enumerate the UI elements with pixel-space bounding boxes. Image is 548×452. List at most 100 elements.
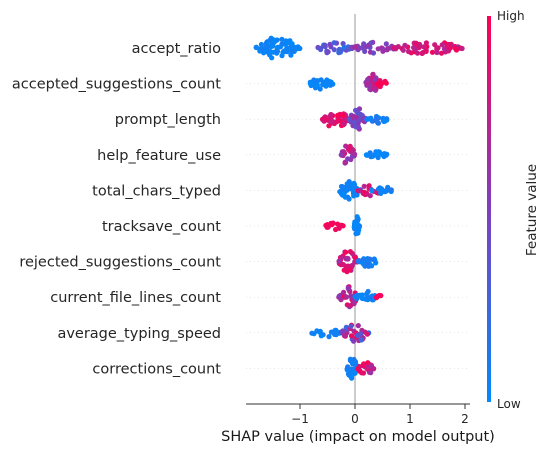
shap-point (350, 190, 356, 196)
x-tick-label: 2 (461, 412, 469, 426)
shap-point (357, 331, 364, 337)
shap-point (330, 118, 336, 125)
shap-point (370, 257, 377, 263)
colorbar-low-label: Low (497, 397, 521, 411)
shap-point (360, 363, 366, 369)
shap-point (351, 119, 357, 125)
shap-point (352, 44, 358, 50)
feature-label: tracksave_count (102, 219, 221, 235)
shap-point (373, 151, 379, 157)
shap-point (345, 285, 351, 292)
shap-point (364, 290, 370, 296)
shap-point (439, 42, 445, 48)
shap-point (348, 323, 354, 329)
shap-point (327, 41, 333, 47)
shap-point (345, 255, 351, 262)
shap-point (373, 86, 379, 92)
shap-point (347, 356, 353, 362)
shap-point (355, 366, 361, 372)
shap-point (359, 370, 365, 376)
shap-point (352, 358, 358, 365)
shap-point (345, 371, 352, 377)
colorbar (487, 16, 491, 402)
shap-point (323, 83, 329, 89)
shap-point (343, 249, 349, 255)
shap-point (362, 48, 368, 55)
shap-point (383, 41, 389, 47)
x-tick-label: 0 (351, 412, 359, 426)
shap-point (413, 40, 419, 46)
feature-label: accept_ratio (132, 41, 221, 57)
shap-point (382, 152, 388, 158)
shap-point (323, 117, 329, 123)
shap-point (374, 115, 380, 121)
shap-point (353, 107, 359, 113)
shap-point (253, 44, 259, 51)
shap-point (352, 151, 358, 157)
shap-point (355, 124, 362, 130)
shap-point (357, 187, 363, 193)
shap-point (279, 53, 285, 59)
shap-point (365, 360, 371, 366)
shap-point (279, 36, 285, 42)
shap-point (336, 225, 342, 231)
shap-point (344, 302, 350, 308)
feature-label: rejected_suggestions_count (19, 255, 221, 271)
colorbar-high-label: High (497, 9, 525, 23)
shap-point (361, 183, 367, 189)
shap-point (459, 45, 465, 52)
shap-point (345, 364, 351, 370)
beeswarm-points (253, 35, 465, 381)
shap-point (372, 76, 378, 82)
shap-point (453, 46, 459, 52)
feature-label: accepted_suggestions_count (12, 77, 221, 93)
shap-point (378, 293, 384, 299)
shap-point (434, 46, 440, 52)
feature-label: current_file_lines_count (50, 290, 221, 306)
shap-point (421, 44, 427, 50)
feature-label: help_feature_use (97, 148, 221, 164)
x-axis-title: SHAP value (impact on model output) (221, 429, 495, 445)
shap-point (331, 40, 337, 46)
shap-point (355, 323, 361, 329)
shap-point (267, 37, 273, 43)
shap-point (347, 249, 353, 255)
shap-point (382, 118, 388, 124)
shap-point (331, 47, 337, 53)
shap-point (447, 45, 453, 51)
shap-point (336, 46, 342, 53)
shap-point (347, 143, 353, 149)
x-axis-ticks: −1 0 1 2 (291, 404, 469, 426)
shap-point (274, 37, 280, 43)
shap-point (311, 77, 317, 83)
shap-point (284, 47, 290, 54)
shap-point (341, 289, 347, 295)
shap-point (279, 41, 285, 47)
shap-point (340, 262, 346, 268)
feature-label: average_typing_speed (57, 326, 221, 342)
shap-point (346, 179, 352, 185)
shap-point (412, 46, 418, 52)
shap-point (283, 41, 289, 47)
shap-point (317, 86, 323, 92)
shap-point (383, 80, 389, 86)
shap-point (340, 184, 346, 190)
shap-point (356, 224, 362, 230)
shap-point (343, 143, 349, 149)
shap-point (356, 258, 362, 264)
shap-point (361, 189, 367, 195)
shap-point (340, 328, 346, 334)
shap-point (341, 267, 347, 273)
shap-point (324, 224, 330, 230)
shap-point (423, 48, 429, 55)
shap-point (287, 38, 293, 44)
shap-point (340, 112, 346, 119)
shap-point (351, 224, 357, 230)
shap-point (275, 44, 281, 50)
shap-point (343, 294, 349, 300)
shap-point (378, 190, 384, 196)
shap-point (364, 331, 370, 337)
shap-point (348, 293, 354, 299)
shap-point (335, 112, 341, 118)
shap-point (318, 45, 324, 52)
